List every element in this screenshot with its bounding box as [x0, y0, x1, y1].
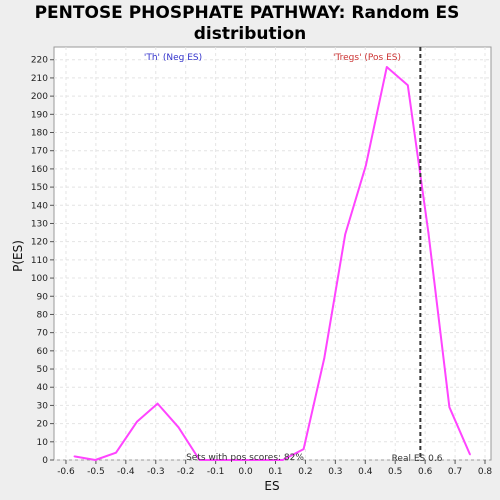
x-tick-label: 0.5 — [388, 467, 402, 477]
data-point — [94, 459, 97, 461]
data-point — [406, 84, 409, 87]
y-axis-title: P(ES) — [11, 240, 25, 272]
y-tick-label: 60 — [37, 347, 49, 357]
data-point — [448, 406, 451, 409]
y-tick-label: 100 — [31, 274, 48, 284]
data-point — [136, 420, 138, 423]
chart-title-line-2: distribution — [194, 24, 306, 44]
data-point — [469, 453, 471, 456]
x-tick-label: 0.6 — [418, 467, 433, 477]
chart-title-line-1: PENTOSE PHOSPHATE PATHWAY: Random ES — [35, 3, 460, 23]
y-tick-label: 140 — [31, 201, 48, 211]
data-point — [177, 426, 180, 429]
y-tick-label: 30 — [37, 401, 49, 411]
x-tick-label: -0.2 — [177, 467, 195, 477]
grid — [54, 47, 491, 461]
y-axis: 0 10 20 30 40 50 60 70 80 90 100 110 120 130 140 150 160… — [31, 56, 54, 466]
data-point — [240, 459, 242, 461]
x-tick-label: 0.4 — [358, 467, 373, 477]
data-point — [302, 448, 305, 450]
y-tick-label: 220 — [31, 56, 48, 66]
x-tick-label: -0.1 — [207, 467, 225, 477]
x-tick-label: 0.3 — [328, 467, 342, 477]
x-tick-label: 0.1 — [268, 467, 282, 477]
y-tick-label: 180 — [31, 129, 48, 139]
y-tick-label: 160 — [31, 165, 48, 175]
data-point — [344, 233, 347, 236]
x-tick-label: -0.3 — [147, 467, 165, 477]
x-tick-label: 0.0 — [238, 467, 253, 477]
y-tick-label: 210 — [31, 74, 48, 84]
y-tick-label: 130 — [31, 219, 48, 229]
y-tick-label: 150 — [31, 183, 48, 193]
x-tick-label: 0.2 — [298, 467, 312, 477]
data-point — [73, 455, 76, 458]
y-tick-label: 10 — [37, 438, 49, 448]
series-group — [73, 66, 471, 461]
data-point — [260, 459, 263, 461]
y-tick-label: 190 — [31, 110, 48, 120]
data-point — [365, 164, 367, 167]
series-line — [74, 66, 471, 461]
data-point — [323, 357, 326, 359]
data-point — [219, 459, 221, 461]
y-tick-label: 110 — [31, 256, 48, 266]
y-tick-label: 170 — [31, 147, 48, 157]
plot-area — [53, 46, 492, 461]
y-tick-label: 80 — [37, 310, 49, 320]
y-tick-label: 20 — [37, 420, 49, 430]
x-tick-label: -0.5 — [87, 467, 105, 477]
data-point — [281, 459, 284, 461]
x-tick-label: -0.6 — [57, 467, 75, 477]
pos-scores-label: Sets with pos scores: 82% — [186, 453, 304, 463]
y-tick-label: 40 — [37, 383, 49, 393]
data-point — [198, 459, 201, 461]
y-tick-label: 50 — [37, 365, 49, 375]
x-tick-label: -0.4 — [117, 467, 135, 477]
data-point — [115, 451, 117, 454]
y-tick-label: 0 — [42, 456, 48, 466]
pos-es-label: 'Tregs' (Pos ES) — [333, 53, 401, 63]
y-tick-label: 70 — [37, 329, 49, 339]
y-tick-label: 120 — [31, 238, 48, 248]
x-tick-label: 0.7 — [448, 467, 462, 477]
x-axis: -0.6 -0.5 -0.4 -0.3 -0.2 -0.1 0.0 0.1 0.2 0.3 0.4 0… — [57, 460, 492, 477]
y-tick-label: 90 — [37, 292, 49, 302]
data-point — [156, 402, 159, 405]
x-axis-title: ES — [264, 479, 279, 493]
real-es-label: Real ES 0.6 — [392, 454, 443, 464]
data-point — [427, 231, 430, 234]
x-tick-label: 0.8 — [478, 467, 493, 477]
data-point — [386, 66, 388, 68]
y-tick-label: 200 — [31, 92, 48, 102]
neg-es-label: 'Th' (Neg ES) — [144, 53, 202, 63]
